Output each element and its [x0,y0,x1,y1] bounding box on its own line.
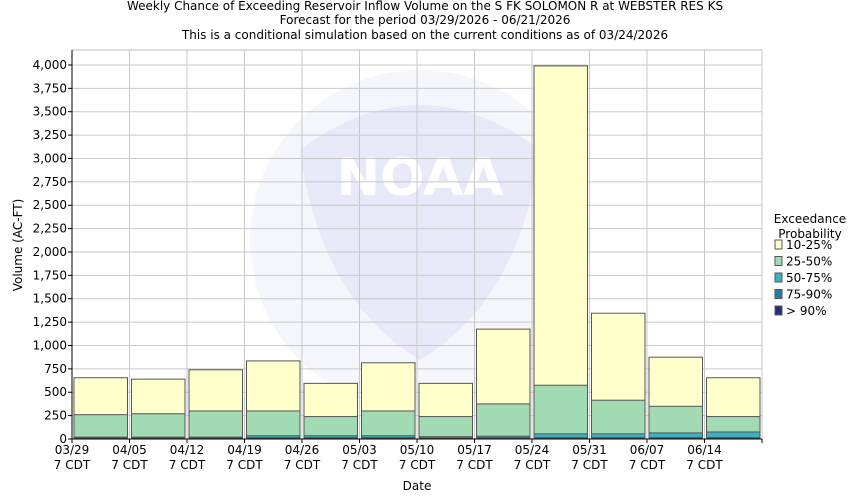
y-tick-label: 1,000 [33,338,67,352]
y-tick-label: 1,750 [33,268,67,282]
legend-swatch [774,305,783,316]
y-tick-label: 250 [44,409,67,423]
y-tick-label: 500 [44,385,67,399]
legend-title-2: Probability [778,227,841,241]
bar-25-50- [591,399,646,440]
chart-subtitle-2: This is a conditional simulation based o… [181,28,669,42]
chart-title: Weekly Chance of Exceeding Reservoir Inf… [126,0,724,13]
x-tick-label: 04/26 [285,443,320,457]
bar-25-50- [131,413,186,440]
y-tick-label: 2,750 [33,175,67,189]
legend-swatch [774,239,783,250]
x-tick-label: 05/03 [342,443,377,457]
x-tick-sublabel: 7 CDT [341,458,378,472]
svg-text:NOAA: NOAA [337,148,504,208]
y-tick-label: 4,000 [33,58,67,72]
x-tick-label: 04/05 [112,443,147,457]
x-tick-sublabel: 7 CDT [456,458,493,472]
bar-10-25- [533,65,588,440]
x-tick-sublabel: 7 CDT [111,458,148,472]
x-tick-label: 05/10 [400,443,435,457]
legend-item: 25-50% [786,255,832,269]
legend-title-1: Exceedance [774,212,846,226]
y-tick-label: 2,500 [33,198,67,212]
bar-25-50- [418,416,473,440]
x-tick-sublabel: 7 CDT [514,458,551,472]
legend-item: 75-90% [786,288,832,302]
x-tick-sublabel: 7 CDT [629,458,666,472]
legend-item: > 90% [786,304,827,318]
bar-25-50- [533,384,588,440]
y-tick-label: 3,250 [33,128,67,142]
bar-25-50- [73,414,128,440]
bar-25-50- [361,410,416,440]
y-axis-label: Volume (AC-FT) [11,199,25,292]
y-tick-label: 3,750 [33,81,67,95]
y-tick-label: 1,500 [33,292,67,306]
bar-25-50- [246,410,301,440]
x-tick-label: 03/29 [55,443,90,457]
bar-25-50- [476,403,531,440]
legend-swatch [774,256,783,266]
legend: Exceedance Probability 10-25% 25-50% 50-75… [774,212,846,318]
y-tick-label: 2,250 [33,222,67,236]
x-axis-label: Date [403,479,432,493]
bar-25-50- [188,410,243,440]
y-tick-label: 1,250 [33,315,67,329]
x-tick-sublabel: 7 CDT [686,458,723,472]
x-tick-label: 05/17 [457,443,492,457]
x-tick-label: 06/14 [687,443,722,457]
y-tick-label: 3,500 [33,105,67,119]
y-tick-label: 3,000 [33,151,67,165]
y-tick-label: 0 [59,432,67,446]
legend-item: 10-25% [786,238,832,252]
legend-swatch [774,289,783,299]
legend-swatch [774,272,783,283]
x-tick-sublabel: 7 CDT [54,458,91,472]
x-tick-label: 04/19 [227,443,262,457]
chart-subtitle: Forecast for the period 03/29/2026 - 06/… [279,13,571,27]
x-tick-label: 05/24 [515,443,550,457]
x-tick-sublabel: 7 CDT [399,458,436,472]
legend-item: 50-75% [786,271,832,285]
x-tick-label: 05/31 [572,443,607,457]
x-tick-label: 06/07 [630,443,665,457]
x-tick-label: 04/12 [170,443,205,457]
y-tick-label: 750 [44,362,67,376]
x-tick-sublabel: 7 CDT [284,458,321,472]
x-tick-sublabel: 7 CDT [571,458,608,472]
y-tick-label: 2,000 [33,245,67,259]
x-tick-sublabel: 7 CDT [169,458,206,472]
x-tick-sublabel: 7 CDT [226,458,263,472]
